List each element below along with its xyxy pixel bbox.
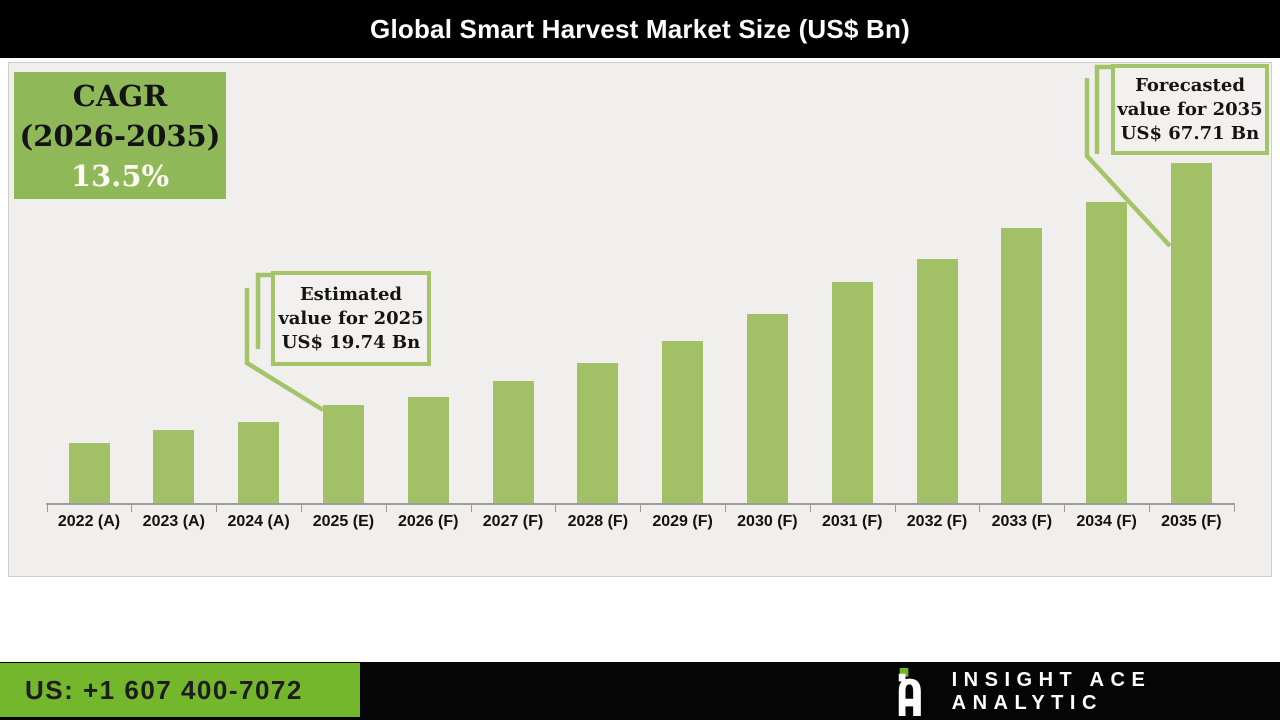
x-axis-label: 2026 (F) [397,513,459,530]
x-axis-tick [1149,505,1150,512]
x-axis-tick [131,505,133,512]
chart-area: CAGR (2026-2035) 13.5% 2022 (A) 2023 (A) 2… [8,62,1272,577]
forecast-line2: value for 2035 [1117,98,1263,120]
x-axis-label: 2023 (A) [142,513,205,530]
bar-2026-f [407,397,449,504]
title-bar: Global Smart Harvest Market Size (US$ Bn… [0,0,1280,58]
bar-2032-f [916,259,958,504]
estimated-callout-bracket [255,272,271,349]
x-axis-tick [385,505,387,512]
x-axis-label: 2025 (E) [312,513,375,530]
x-axis-tick [894,505,896,512]
bar-2035-f [1170,163,1212,504]
x-axis-label: 2022 (A) [57,513,121,530]
bar-2030-f [746,314,788,504]
x-axis-tick [555,505,557,512]
x-axis-label: 2033 (F) [991,513,1053,530]
bar-2025-e [322,405,364,504]
x-axis-tick [1233,505,1235,512]
bar-2029-f [662,341,704,504]
x-axis-label: 2028 (F) [567,513,629,530]
brand-block: INSIGHT ACE ANALYTIC [893,667,1280,717]
x-axis-label: 2024 (A) [227,513,290,530]
x-axis-label: 2029 (F) [652,513,713,530]
footer-bar: US: +1 607 400-7072 INSIGHT ACE ANALYTIC [0,662,1280,720]
estimated-callout: Estimated value for 2025 US$ 19.74 Bn [271,271,431,366]
phone-number: US: +1 607 400-7072 [25,674,303,705]
forecast-callout: Forecasted value for 2035 US$ 67.71 Bn [1111,64,1269,155]
bar-2024-a [238,422,280,504]
x-axis-tick [809,505,811,512]
cagr-label-line1: CAGR [72,78,168,113]
bar-2027-f [492,381,534,504]
x-axis-tick [979,505,981,512]
x-axis-label: 2034 (F) [1076,513,1137,530]
x-axis-tick [640,505,642,512]
cagr-value: 13.5% [70,158,170,193]
bar-2023-a [153,430,195,504]
insight-ace-logo-icon [898,668,921,716]
cagr-label-line2: (2026-2035) [19,118,221,153]
chart-title: Global Smart Harvest Market Size (US$ Bn… [370,13,910,44]
forecast-line1: Forecasted [1135,74,1245,96]
bar-2022-a [68,443,110,504]
estimated-line2: value for 2025 [278,307,424,329]
estimated-line3: US$ 19.74 Bn [281,331,421,353]
brand-name: INSIGHT ACE ANALYTIC [951,669,1152,714]
x-axis-label: 2032 (F) [906,513,968,530]
cagr-badge: CAGR (2026-2035) 13.5% [14,72,226,199]
x-axis-label: 2027 (F) [482,513,544,530]
x-axis-label: 2035 (F) [1161,513,1222,530]
contributors-section: Market Contributors: Dogtooth [0,577,1280,662]
x-axis-label: 2031 (F) [821,513,883,530]
forecast-line3: US$ 67.71 Bn [1120,122,1260,144]
bar-2034-f [1086,202,1128,504]
bar-2028-f [577,363,619,504]
x-axis-tick [1064,505,1066,512]
forecast-callout-bracket [1094,64,1111,154]
phone-badge: US: +1 607 400-7072 [0,663,360,717]
x-axis-line [46,503,1235,505]
x-axis-tick [46,505,48,512]
bar-2031-f [831,282,873,504]
x-axis-tick [725,505,726,512]
x-axis-tick [216,505,218,512]
x-axis-label: 2030 (F) [737,513,798,530]
x-axis-tick [301,505,302,512]
estimated-line1: Estimated [299,283,403,305]
x-axis-tick [470,505,472,512]
bar-2033-f [1001,228,1043,504]
